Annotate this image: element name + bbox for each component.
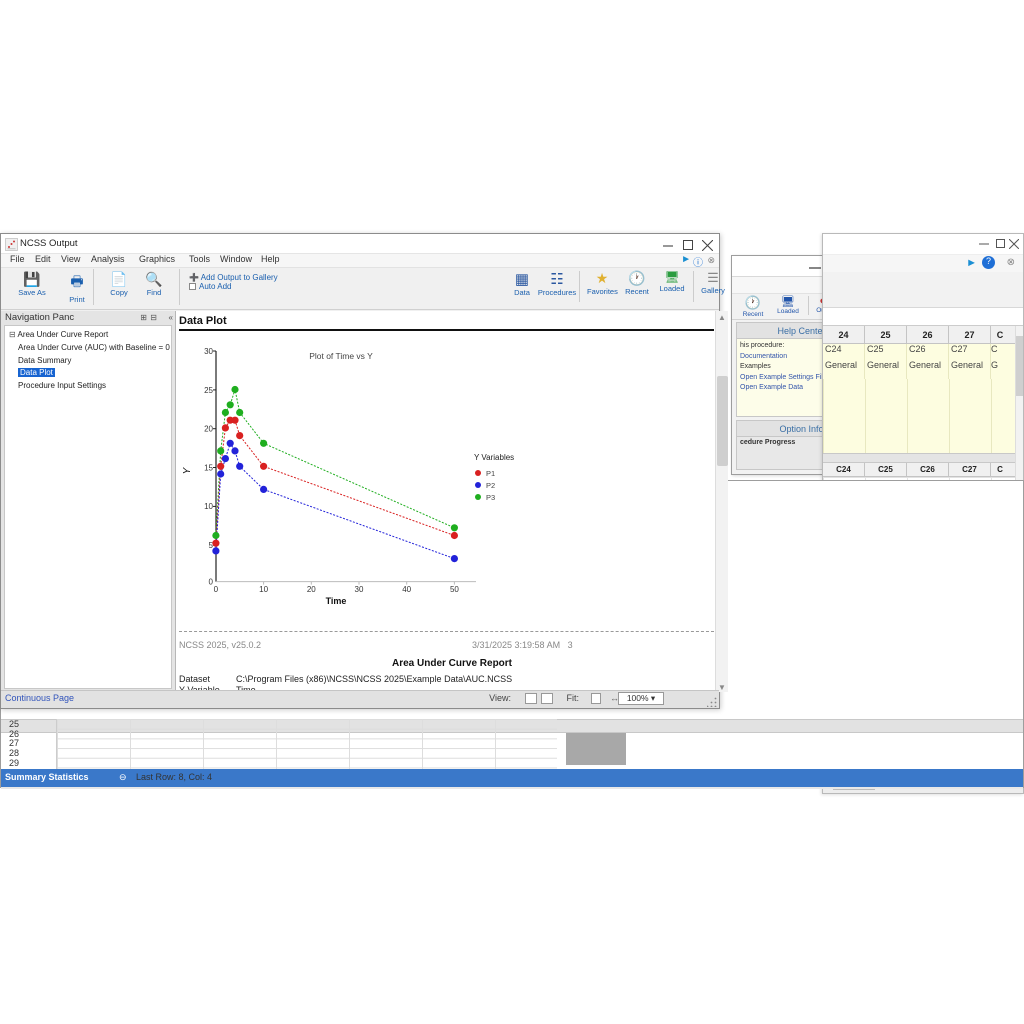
svg-text:Plot of Time vs Y: Plot of Time vs Y bbox=[309, 351, 373, 361]
svg-text:20: 20 bbox=[307, 585, 316, 594]
svg-text:40: 40 bbox=[402, 585, 411, 594]
svg-text:30: 30 bbox=[204, 347, 213, 356]
svg-text:10: 10 bbox=[204, 502, 213, 511]
svg-text:Y Variables: Y Variables bbox=[474, 453, 514, 462]
svg-text:10: 10 bbox=[259, 585, 268, 594]
svg-text:0: 0 bbox=[214, 585, 219, 594]
svg-text:P3: P3 bbox=[486, 493, 495, 502]
svg-text:25: 25 bbox=[204, 386, 213, 395]
svg-text:Time: Time bbox=[326, 596, 347, 606]
svg-text:30: 30 bbox=[355, 585, 364, 594]
svg-text:15: 15 bbox=[204, 463, 213, 472]
svg-text:P1: P1 bbox=[486, 469, 495, 478]
svg-text:Y: Y bbox=[182, 466, 193, 474]
svg-text:20: 20 bbox=[204, 425, 213, 434]
svg-text:50: 50 bbox=[450, 585, 459, 594]
svg-text:P2: P2 bbox=[486, 481, 495, 490]
